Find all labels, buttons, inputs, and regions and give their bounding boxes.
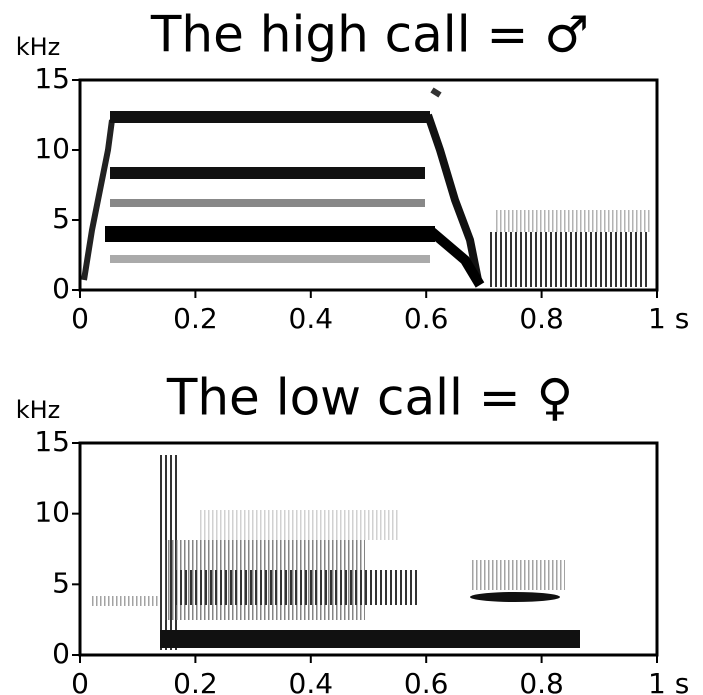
x-tick-label: 0.2 bbox=[173, 667, 218, 695]
y-tick-label: 15 bbox=[34, 425, 70, 458]
y-tick-label: 10 bbox=[34, 496, 70, 529]
y-tick-label: 15 bbox=[34, 62, 70, 95]
x-tick-label: 0.4 bbox=[289, 667, 334, 695]
x-tick-label: 1 s bbox=[648, 667, 689, 695]
plot-frame bbox=[78, 441, 659, 657]
chart-title: The low call = ♀ bbox=[166, 369, 573, 427]
x-tick-label: 0.4 bbox=[289, 302, 334, 335]
x-tick-label: 0.8 bbox=[519, 302, 564, 335]
y-axis-label: kHz bbox=[16, 396, 61, 424]
x-tick-label: 0.6 bbox=[404, 667, 449, 695]
x-tick-label: 1 s bbox=[648, 302, 689, 335]
x-tick-label: 0.2 bbox=[173, 302, 218, 335]
chart-title: The high call = ♂ bbox=[150, 6, 589, 64]
y-tick-label: 0 bbox=[52, 637, 70, 670]
y-tick-label: 5 bbox=[52, 566, 70, 599]
x-tick-label: 0 bbox=[71, 667, 89, 695]
y-tick-label: 5 bbox=[52, 202, 70, 235]
y-tick-label: 10 bbox=[34, 132, 70, 165]
x-tick-label: 0 bbox=[71, 302, 89, 335]
y-axis-label: kHz bbox=[16, 33, 61, 61]
spectrogram-low bbox=[90, 455, 580, 650]
x-tick-label: 0.8 bbox=[519, 667, 564, 695]
spectrogram-high bbox=[81, 87, 650, 288]
x-tick-label: 0.6 bbox=[404, 302, 449, 335]
y-tick-label: 0 bbox=[52, 272, 70, 305]
plot-frame bbox=[78, 78, 659, 292]
